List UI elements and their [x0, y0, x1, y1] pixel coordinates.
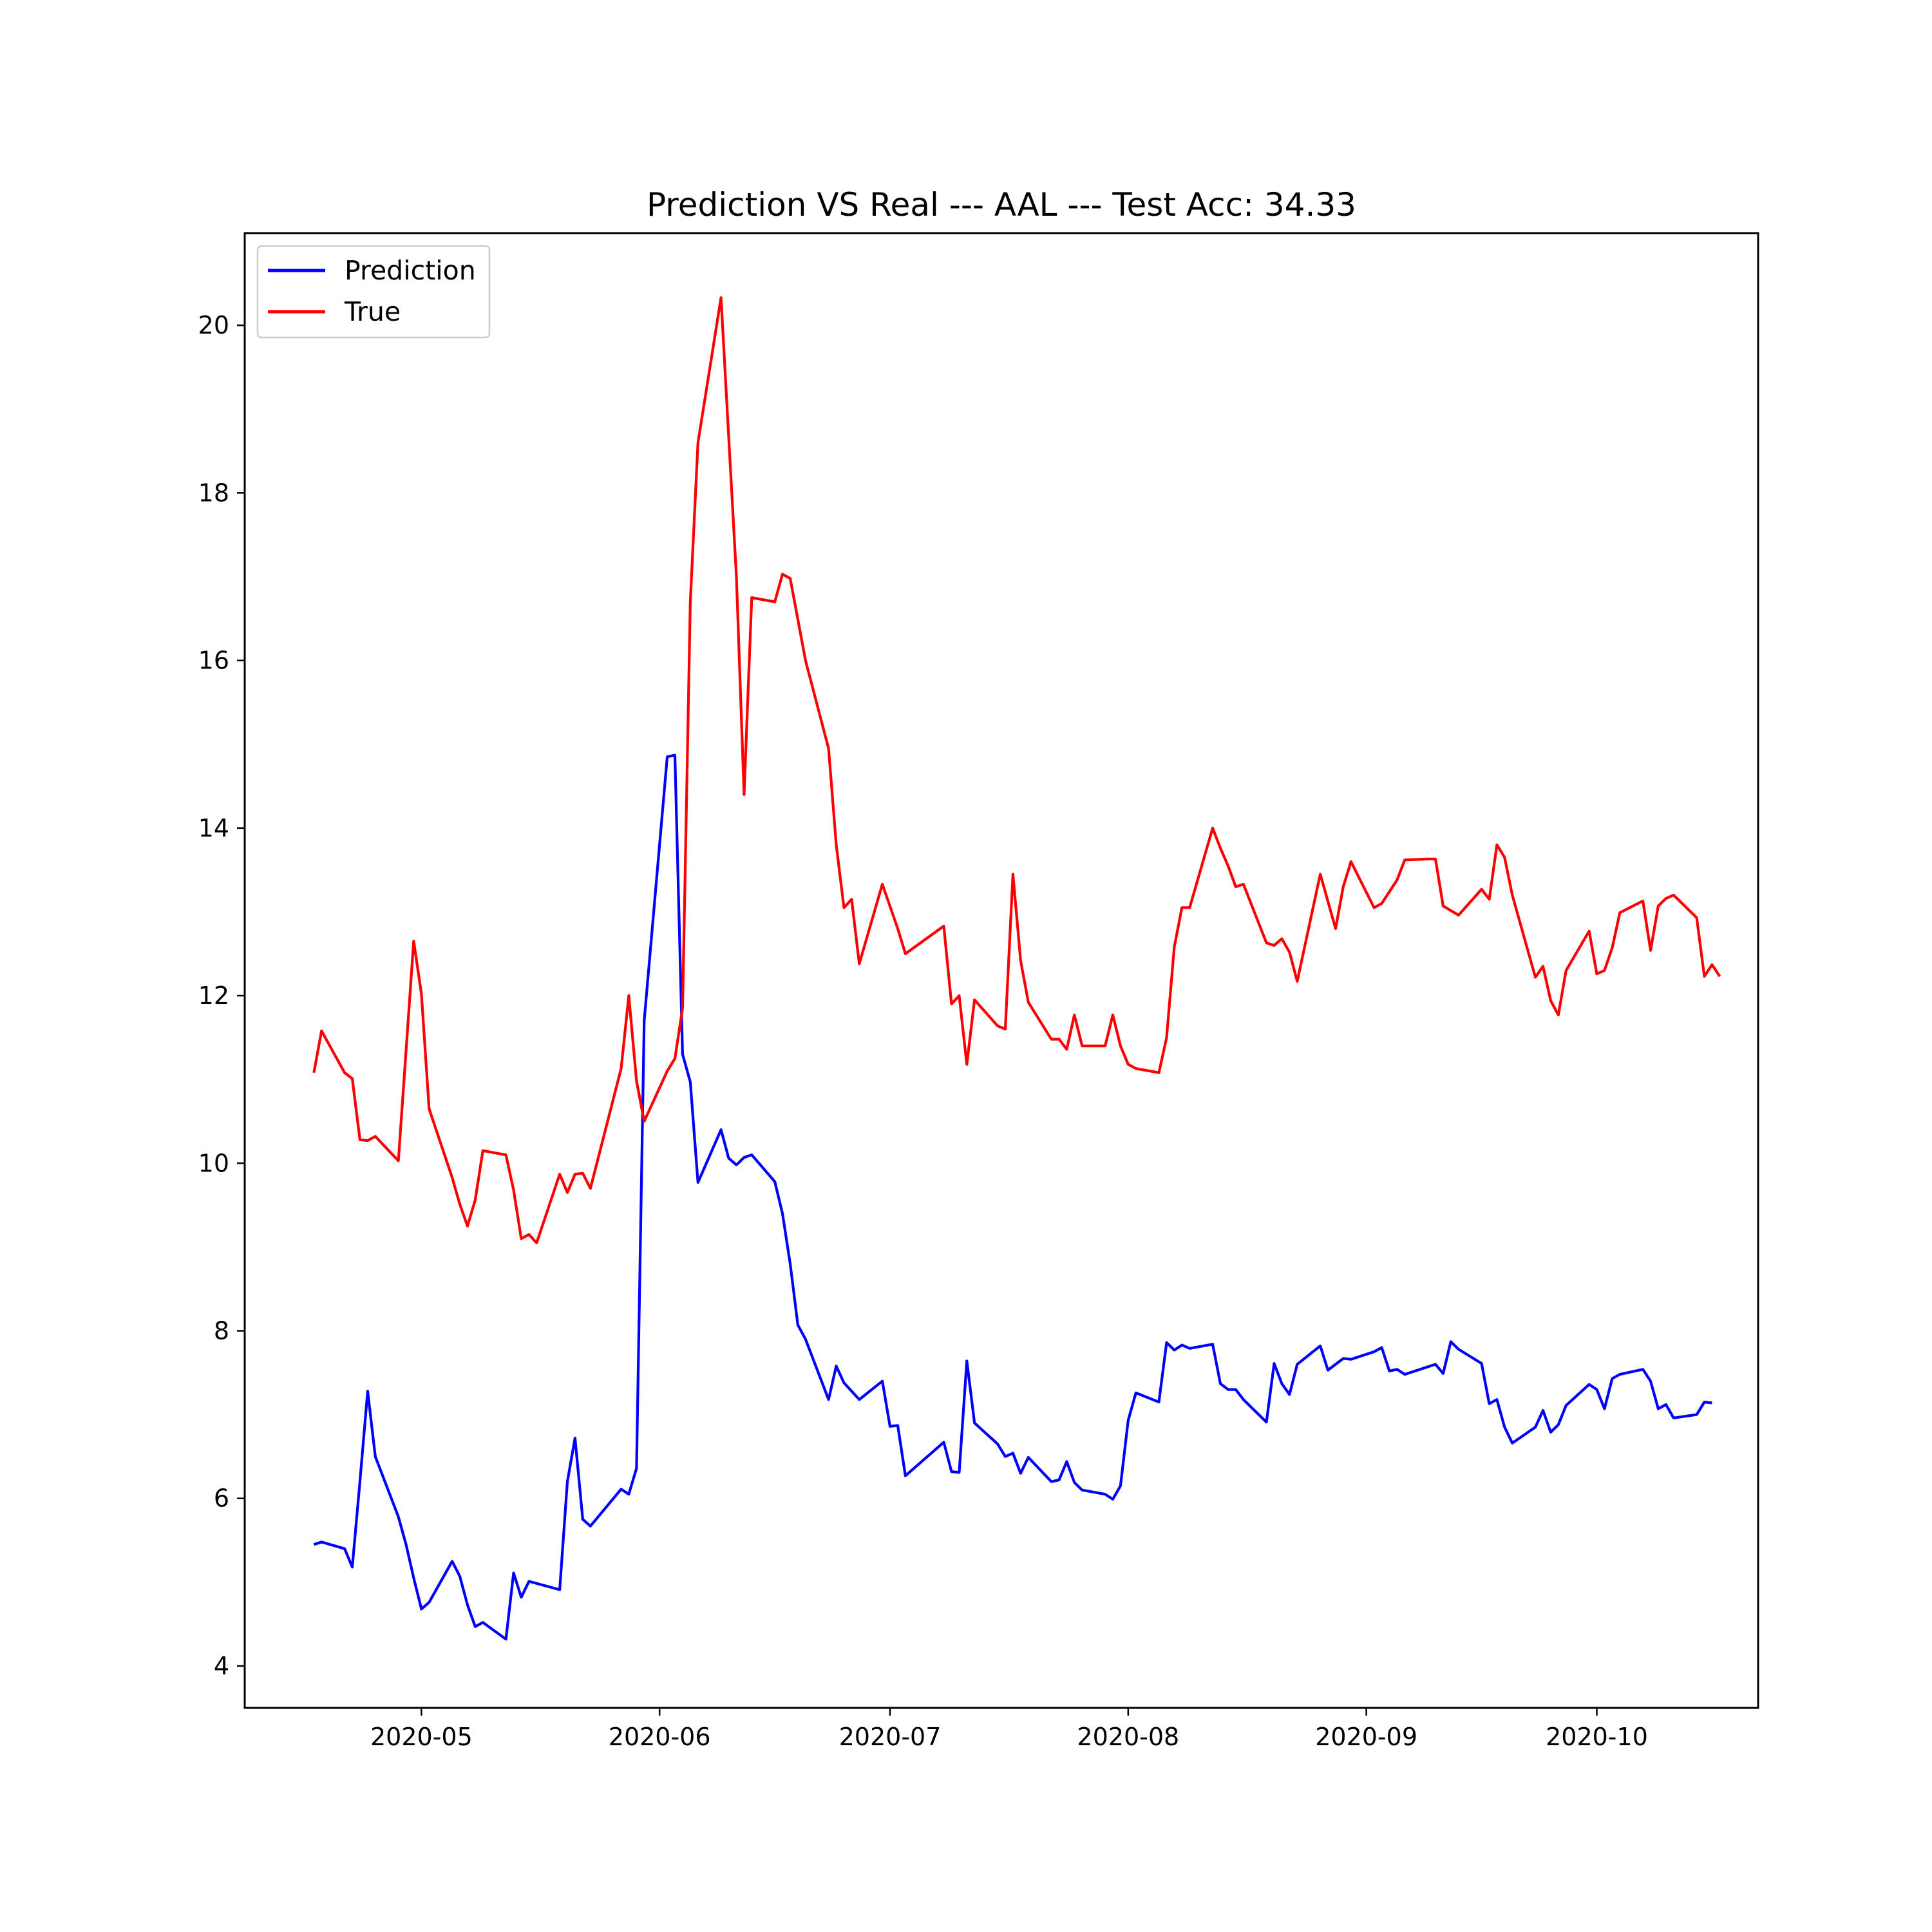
y-tick-label: 18: [198, 478, 229, 507]
x-tick-label: 2020-09: [1315, 1723, 1417, 1751]
y-tick-label: 4: [214, 1652, 229, 1680]
x-tick-label: 2020-07: [839, 1723, 942, 1751]
x-axis: 2020-05 2020-06 2020-07 2020-08 2020-09 2020-…: [370, 1708, 1648, 1751]
y-tick-label: 14: [198, 814, 229, 842]
x-tick-label: 2020-06: [609, 1723, 711, 1751]
series-line-true: [312, 296, 1721, 1244]
plot-area: [312, 296, 1721, 1641]
legend-label-prediction: Prediction: [345, 255, 476, 286]
legend: Prediction True: [256, 245, 491, 339]
x-tick-label: 2020-08: [1077, 1723, 1179, 1751]
x-tick-label: 2020-10: [1546, 1723, 1648, 1751]
axes-frame: [243, 232, 1759, 1709]
y-tick-label: 6: [214, 1484, 229, 1513]
chart-title: Prediction VS Real --- AAL --- Test Acc:…: [647, 186, 1356, 223]
y-tick-label: 16: [198, 647, 229, 675]
y-tick-label: 10: [198, 1149, 229, 1177]
x-tick-label: 2020-05: [370, 1723, 473, 1751]
y-tick-label: 20: [198, 311, 229, 339]
legend-label-true: True: [344, 296, 401, 327]
series-line-prediction: [313, 753, 1712, 1641]
y-axis: 4 6 8 10 12 14 16 18 20: [198, 311, 245, 1680]
y-tick-label: 8: [214, 1316, 229, 1345]
y-tick-label: 12: [198, 981, 229, 1010]
